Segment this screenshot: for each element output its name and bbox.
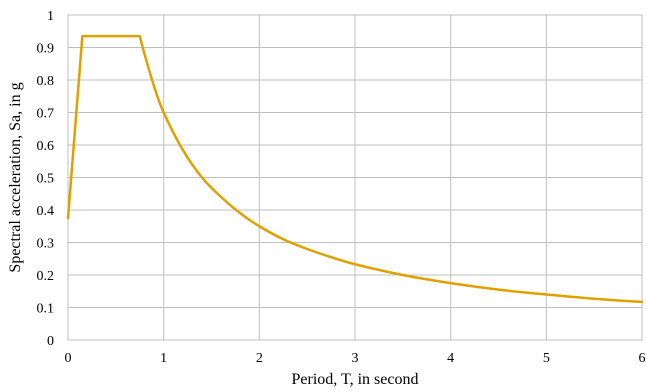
y-tick-label: 0.2 xyxy=(37,269,55,284)
grid-lines xyxy=(67,14,643,341)
x-axis-title: Period, T, in second xyxy=(292,371,419,387)
plot-border xyxy=(67,14,643,341)
y-tick-label: 0.9 xyxy=(37,42,55,57)
y-tick-label: 0.6 xyxy=(37,139,55,154)
series-line xyxy=(66,34,644,304)
y-axis-title: Spectral acceleration, Sa, in g xyxy=(7,82,24,272)
y-tick-label: 0.1 xyxy=(37,302,55,317)
x-tick-label: 1 xyxy=(160,351,167,366)
y-tick-label: 0.8 xyxy=(37,74,55,89)
x-tick-label: 6 xyxy=(639,351,646,366)
y-tick-label: 0.5 xyxy=(37,172,55,187)
y-tick-label: 0.4 xyxy=(37,204,55,219)
x-tick-label: 4 xyxy=(447,351,454,366)
y-tick-label: 1 xyxy=(47,9,54,24)
series-layer xyxy=(66,34,644,304)
y-tick-label: 0.3 xyxy=(37,237,55,252)
x-tick-label: 5 xyxy=(543,351,550,366)
y-tick-label: 0 xyxy=(47,334,54,349)
x-tick-label: 0 xyxy=(65,351,72,366)
x-tick-label: 2 xyxy=(256,351,263,366)
y-tick-label: 0.7 xyxy=(37,107,55,122)
tick-labels: 0 0.1 0.2 0.3 0.4 0.5 0.6 0.7 0.8 0.9 1 0 1 2 3 4 5 6 xyxy=(37,9,646,366)
x-tick-label: 3 xyxy=(352,351,359,366)
